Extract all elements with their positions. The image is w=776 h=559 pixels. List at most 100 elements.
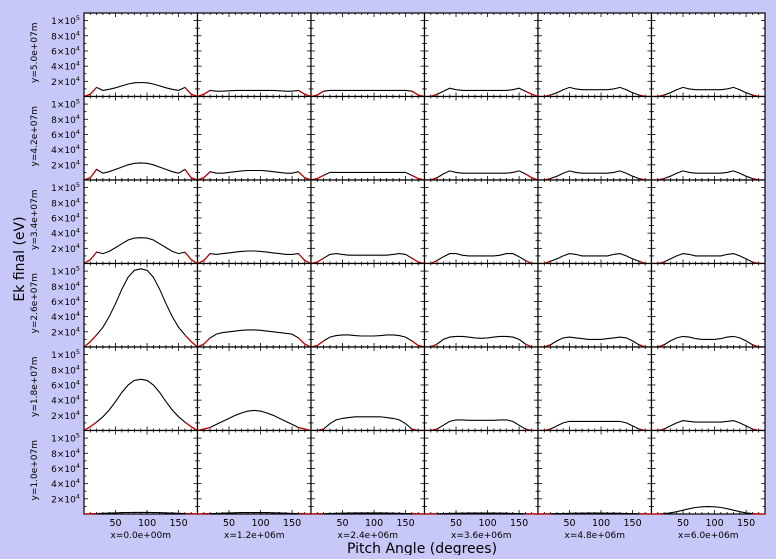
- x-tick-label: 150: [624, 518, 642, 529]
- panel-frame: [425, 180, 539, 264]
- panel-frame: [652, 264, 766, 348]
- panel: [311, 347, 425, 431]
- panel-frame: [84, 264, 198, 348]
- row-label: y=2.6e+07m: [30, 273, 40, 333]
- panel-frame: [425, 347, 539, 431]
- panel: [425, 431, 539, 515]
- panel: [652, 97, 766, 181]
- x-tick-label: 100: [478, 518, 496, 529]
- panel: [311, 13, 425, 97]
- panel: [84, 13, 198, 97]
- panel-frame: [652, 13, 766, 97]
- panel-frame: [425, 13, 539, 97]
- x-tick-label: 50: [336, 518, 348, 529]
- column-label: x=1.2e+06m: [224, 531, 284, 541]
- panel-frame: [198, 431, 312, 515]
- panel: [652, 264, 766, 348]
- panel-frame: [311, 180, 425, 264]
- row-label: y=1.0e+07m: [30, 440, 40, 500]
- x-tick-label: 150: [510, 518, 528, 529]
- column-label: x=3.6e+06m: [451, 531, 511, 541]
- panels-layer: 2×1044×1046×1048×1041×105y=5.0e+07m2×104…: [30, 13, 765, 541]
- column-label: x=0.0e+00m: [111, 531, 171, 541]
- panel-frame: [538, 97, 652, 181]
- row-label: y=4.2e+07m: [30, 106, 40, 166]
- x-tick-label: 100: [251, 518, 269, 529]
- panel-frame: [198, 13, 312, 97]
- panel-frame: [538, 180, 652, 264]
- x-tick-label: 150: [737, 518, 755, 529]
- panel-frame: [425, 97, 539, 181]
- panel-frame: [425, 264, 539, 348]
- panel: [425, 97, 539, 181]
- x-tick-label: 50: [223, 518, 235, 529]
- panel: [311, 431, 425, 515]
- panel: [652, 13, 766, 97]
- panel: [198, 264, 312, 348]
- x-tick-label: 100: [592, 518, 610, 529]
- x-tick-label: 100: [365, 518, 383, 529]
- panel: [538, 97, 652, 181]
- x-tick-label: 100: [705, 518, 723, 529]
- panel: [84, 97, 198, 181]
- panel: [311, 97, 425, 181]
- x-tick-label: 150: [283, 518, 301, 529]
- column-label: x=4.8e+06m: [565, 531, 625, 541]
- panel-frame: [538, 431, 652, 515]
- panel-frame: [198, 347, 312, 431]
- panel: [311, 264, 425, 348]
- panel: [652, 180, 766, 264]
- x-tick-label: 150: [170, 518, 188, 529]
- panel: [425, 264, 539, 348]
- panel-frame: [652, 347, 766, 431]
- panel-frame: [311, 347, 425, 431]
- panel: [84, 431, 198, 515]
- panel-frame: [311, 97, 425, 181]
- row-label: y=5.0e+07m: [30, 23, 40, 83]
- panel-frame: [652, 97, 766, 181]
- column-label: x=2.4e+06m: [338, 531, 398, 541]
- panel-frame: [84, 180, 198, 264]
- panel-frame: [311, 264, 425, 348]
- panel-frame: [198, 97, 312, 181]
- panel: [538, 347, 652, 431]
- panel-frame: [538, 347, 652, 431]
- row-label: y=1.8e+07m: [30, 357, 40, 417]
- panel: [652, 431, 766, 515]
- panel-frame: [198, 264, 312, 348]
- panel: [198, 180, 312, 264]
- panel: [198, 13, 312, 97]
- panel: [198, 97, 312, 181]
- panel: [538, 264, 652, 348]
- x-tick-label: 50: [563, 518, 575, 529]
- column-label: x=6.0e+06m: [678, 531, 738, 541]
- panel-frame: [84, 97, 198, 181]
- panel: [425, 13, 539, 97]
- x-tick-label: 150: [397, 518, 415, 529]
- panel: [425, 347, 539, 431]
- panel: [538, 180, 652, 264]
- y-axis-label: Ek final (eV): [12, 216, 28, 301]
- panel-frame: [84, 13, 198, 97]
- panel-frame: [84, 431, 198, 515]
- x-tick-label: 50: [109, 518, 121, 529]
- x-axis-label: Pitch Angle (degrees): [347, 541, 497, 555]
- panel-frame: [538, 264, 652, 348]
- panel: [425, 180, 539, 264]
- panel: [311, 180, 425, 264]
- panel: [84, 180, 198, 264]
- panel: [84, 264, 198, 348]
- panel-frame: [311, 431, 425, 515]
- panel: [652, 347, 766, 431]
- panel-frame: [538, 13, 652, 97]
- row-label: y=3.4e+07m: [30, 190, 40, 250]
- panel: [538, 13, 652, 97]
- x-tick-label: 50: [450, 518, 462, 529]
- x-tick-label: 50: [677, 518, 689, 529]
- panel-frame: [652, 180, 766, 264]
- panel: [198, 347, 312, 431]
- x-tick-label: 100: [138, 518, 156, 529]
- panel: [198, 431, 312, 515]
